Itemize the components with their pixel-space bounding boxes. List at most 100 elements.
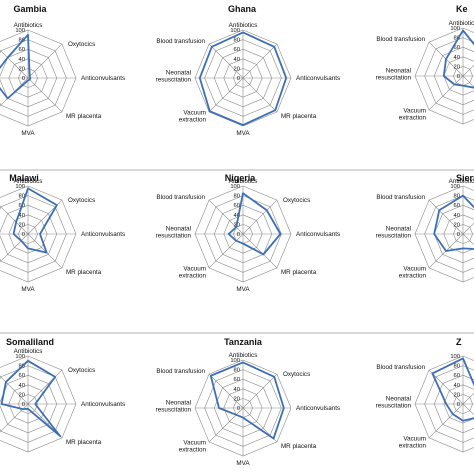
axis-label: Oxytocics	[68, 197, 95, 204]
series-line	[0, 33, 32, 100]
tick-label: 80	[234, 38, 240, 44]
tick-label: 0	[457, 402, 460, 408]
axis-label: Vacuum extraction	[179, 265, 207, 279]
tick-label: 0	[237, 76, 240, 82]
chart-title: Tanzania	[224, 337, 263, 347]
axis-label: Anticonvulsants	[296, 75, 340, 82]
axis-label: Oxytocics	[68, 367, 95, 374]
chart-title: Z	[456, 337, 462, 347]
tick-label: 20	[19, 222, 25, 228]
tick-label: 0	[22, 232, 25, 238]
chart-title: Nigeria	[225, 173, 257, 183]
axis-label: Anticonvulsants	[296, 231, 340, 238]
spoke	[0, 205, 29, 235]
spoke	[462, 64, 474, 77]
axis-label: Antibiotics	[14, 348, 43, 355]
series-line	[209, 361, 285, 440]
tick-label: 100	[450, 26, 460, 32]
tick-label: 0	[457, 232, 460, 238]
tick-label: 60	[454, 373, 460, 379]
axis-label: Antibiotics	[14, 22, 43, 29]
radar-panel-4: 020406080100AntibioticsOxytocicsAnticonv…	[0, 173, 125, 293]
axis-label: Oxytocics	[283, 197, 310, 204]
spoke	[0, 233, 29, 263]
tick-label: 100	[15, 354, 25, 360]
spoke	[0, 49, 29, 79]
axis-label: MR placenta	[66, 439, 102, 446]
tick-label: 60	[19, 373, 25, 379]
spoke	[462, 392, 474, 405]
axis-label: MR placenta	[281, 269, 317, 276]
axis-label: Antibiotics	[229, 178, 258, 185]
tick-label: 100	[15, 184, 25, 190]
spoke	[242, 373, 278, 409]
tick-label: 20	[234, 396, 240, 402]
series-line	[431, 357, 474, 422]
series-line	[198, 31, 288, 126]
axis-label: Vacuum extraction	[399, 265, 427, 279]
tick-label: 40	[19, 383, 25, 389]
axis-label: Neonatal resuscitation	[156, 226, 192, 240]
series-line	[433, 194, 474, 252]
tick-label: 40	[234, 213, 240, 219]
series-line	[442, 29, 474, 89]
tick-label: 60	[234, 47, 240, 53]
tick-label: 40	[19, 57, 25, 63]
tick-label: 0	[237, 406, 240, 412]
axis-label: Oxytocics	[283, 371, 310, 378]
axis-label: Neonatal resuscitation	[376, 226, 412, 240]
axis-label: Anticonvulsants	[81, 231, 125, 238]
axis-label: Blood transfusion	[156, 368, 205, 375]
axis-label: MVA	[236, 460, 250, 467]
series-line	[227, 192, 282, 256]
tick-label: 40	[19, 213, 25, 219]
axis-label: Oxytocics	[68, 41, 95, 48]
tick-label: 40	[454, 383, 460, 389]
axis-label: Blood transfusion	[376, 194, 425, 201]
radar-panel-5: 020406080100AntibioticsOxytocicsAnticonv…	[156, 173, 340, 293]
axis-label: Anticonvulsants	[81, 401, 125, 408]
tick-label: 60	[454, 203, 460, 209]
radar-panel-9: 0 20 40 60 80 100 Vacuum extraction Neonatal resu…	[376, 337, 474, 453]
axis-label: MVA	[21, 130, 35, 137]
tick-label: 100	[230, 28, 240, 34]
tick-label: 40	[454, 213, 460, 219]
axis-label: Neonatal resuscitation	[376, 396, 412, 410]
axis-label: MR placenta	[66, 269, 102, 276]
spoke	[242, 233, 278, 269]
tick-label: 60	[234, 377, 240, 383]
chart-title: Gambia	[13, 4, 47, 14]
chart-title: Ke	[456, 4, 468, 14]
spoke	[428, 199, 464, 235]
axis-label: MVA	[21, 286, 35, 293]
axis-label: Neonatal resuscitation	[156, 70, 192, 84]
axis-label: MR placenta	[281, 443, 317, 450]
axis-label: MVA	[236, 286, 250, 293]
axis-label: Anticonvulsants	[81, 75, 125, 82]
spoke	[208, 373, 244, 409]
axis-label: MR placenta	[66, 113, 102, 120]
tick-label: 40	[234, 57, 240, 63]
tick-label: 0	[237, 232, 240, 238]
tick-label: 40	[454, 55, 460, 61]
tick-label: 20	[19, 392, 25, 398]
axis-label: Neonatal resuscitation	[376, 68, 412, 82]
axis-label: Vacuum extraction	[179, 439, 207, 453]
chart-title: Malawi	[9, 173, 39, 183]
radar-panel-1: 020406080100AntibioticsOxytocicsAnticonv…	[0, 4, 125, 137]
axis-label: Antibiotics	[449, 178, 474, 185]
spoke	[242, 43, 278, 79]
tick-label: 40	[234, 387, 240, 393]
series-line	[0, 359, 62, 438]
tick-label: 100	[450, 184, 460, 190]
tick-label: 0	[22, 76, 25, 82]
tick-label: 20	[454, 64, 460, 70]
axis-label: Antibiotics	[229, 352, 258, 359]
axis-label: Antibiotics	[14, 178, 43, 185]
axis-label: Blood transfusion	[376, 364, 425, 371]
tick-label: 60	[234, 203, 240, 209]
axis-label: Anticonvulsants	[296, 405, 340, 412]
